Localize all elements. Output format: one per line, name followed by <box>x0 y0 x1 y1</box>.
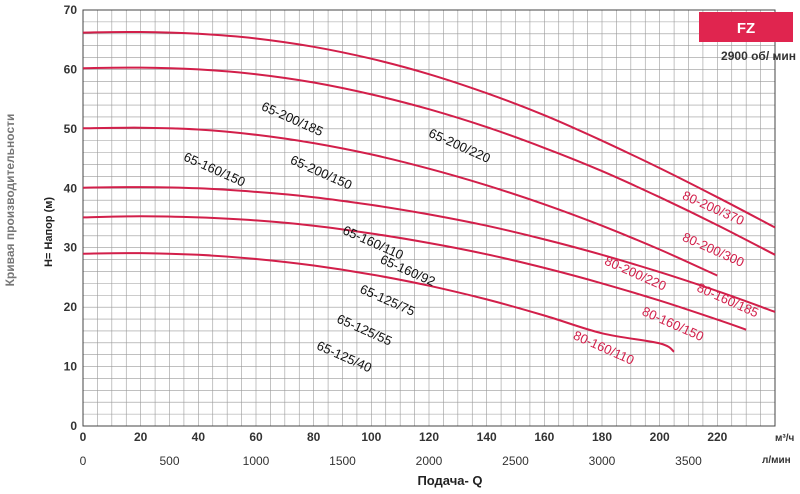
curve-label: 80-160/150 <box>640 304 706 344</box>
x-tick-label: 100 <box>361 430 381 444</box>
x-tick-label-lmin: 2500 <box>502 454 529 468</box>
y-tick-label: 40 <box>64 181 78 195</box>
grid <box>82 9 776 427</box>
y-axis-title: H= Напор (м) <box>43 197 55 267</box>
x-tick-label: 120 <box>419 430 439 444</box>
curve-2 <box>82 66 776 256</box>
x-tick-label: 60 <box>249 430 263 444</box>
x-tick-label-lmin: 3000 <box>589 454 616 468</box>
y-tick-label: 20 <box>64 300 78 314</box>
curve-6 <box>82 252 675 353</box>
curve-label: 80-200/220 <box>602 253 668 293</box>
y-tick-label: 70 <box>64 3 78 17</box>
plot-frame <box>82 9 776 427</box>
y-tick-labels: 0 10 20 30 40 50 60 70 <box>64 3 78 433</box>
x-tick-label: 20 <box>134 430 148 444</box>
badge-text: FZ <box>737 20 755 37</box>
x-tick-label: 0 <box>80 430 87 444</box>
curve-label: 65-125/75 <box>358 281 418 319</box>
y-tick-label: 0 <box>70 419 77 433</box>
curve-label: 65-200/150 <box>288 152 354 192</box>
x-tick-label-lmin: 2000 <box>416 454 443 468</box>
curve-label: 65-160/150 <box>181 149 247 189</box>
curve-label: 65-125/40 <box>315 338 375 376</box>
curve-5 <box>82 215 747 331</box>
x-unit-lmin: л/мин <box>762 455 791 466</box>
x-tick-label-lmin: 3500 <box>675 454 702 468</box>
x-tick-label: 200 <box>650 430 670 444</box>
x-tick-label: 220 <box>707 430 727 444</box>
y-tick-label: 30 <box>64 241 78 255</box>
x-tick-labels-lmin: 0 500 1000 1500 2000 2500 3000 3500 <box>80 454 703 468</box>
x-tick-labels-m3h: 0 20 40 60 80 100 120 140 160 180 200 220 <box>80 430 728 444</box>
y-tick-label: 60 <box>64 62 78 76</box>
x-tick-label: 80 <box>307 430 321 444</box>
badge-background <box>699 12 793 42</box>
x-tick-label-lmin: 500 <box>159 454 179 468</box>
x-tick-label-lmin: 0 <box>80 454 87 468</box>
y-tick-label: 50 <box>64 122 78 136</box>
curves <box>82 30 776 353</box>
x-tick-label: 160 <box>534 430 554 444</box>
x-unit-m3h: м³/ч <box>775 433 795 444</box>
x-axis-title: Подача- Q <box>417 473 482 488</box>
fz-badge: FZ <box>699 12 793 42</box>
x-tick-label-lmin: 1000 <box>243 454 270 468</box>
x-tick-label: 140 <box>477 430 497 444</box>
curve-label: 80-160/185 <box>695 280 761 320</box>
curve-4 <box>82 186 776 313</box>
curve-label: 65-200/220 <box>427 125 493 165</box>
x-tick-label-lmin: 1500 <box>329 454 356 468</box>
curve-3 <box>82 126 718 277</box>
x-tick-label: 180 <box>592 430 612 444</box>
curve-1 <box>82 30 776 229</box>
x-tick-label: 40 <box>192 430 206 444</box>
curve-label: 65-200/185 <box>259 99 325 139</box>
speed-label: 2900 об/ мин <box>721 49 796 63</box>
side-title: Кривая производительности <box>3 114 17 287</box>
y-tick-label: 10 <box>64 360 78 374</box>
